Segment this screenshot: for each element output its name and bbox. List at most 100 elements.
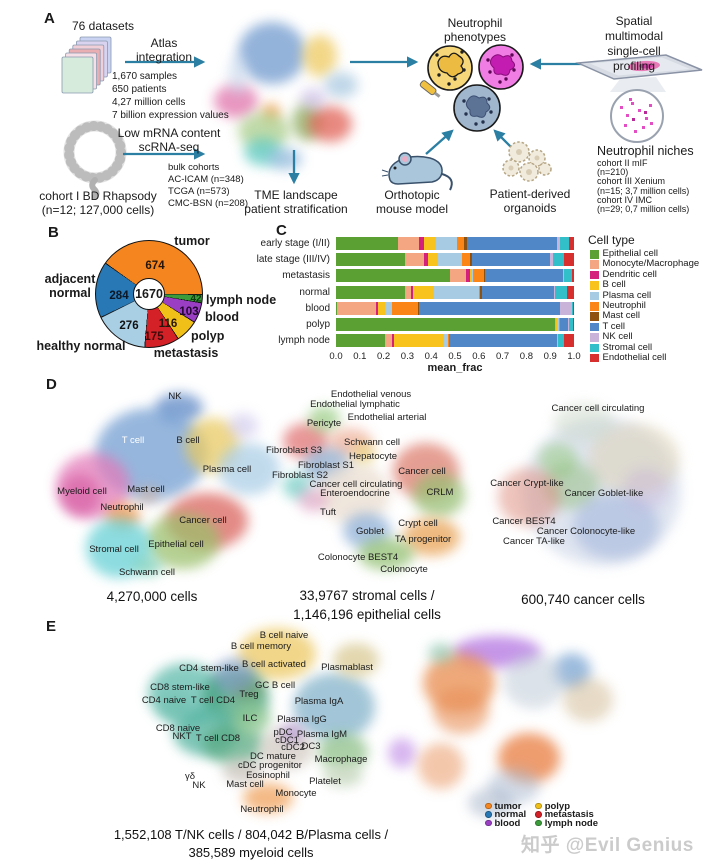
tissue-legend-dot — [485, 811, 492, 818]
bar-segment — [410, 285, 414, 299]
stat-line: 1,670 samples — [112, 71, 178, 82]
cluster-blob — [60, 474, 100, 516]
panel-b-label: B — [48, 224, 59, 241]
legend-swatch — [590, 322, 599, 332]
pie-value-lymph-node: 42 — [190, 293, 202, 305]
bar-segment — [470, 269, 472, 283]
donut-total: 1670 — [135, 287, 163, 301]
legend-label: Mast cell — [602, 310, 640, 322]
cluster-blob — [243, 783, 293, 813]
bar-segment — [464, 237, 467, 250]
legend-swatch — [590, 250, 599, 259]
cluster-blob — [300, 88, 326, 110]
atlas-stats: 1,670 samples 650 patients 4,27 million … — [112, 70, 229, 122]
bar-segment — [391, 334, 395, 348]
neutrophil-pink-cell-icon — [478, 44, 524, 90]
bar-segment — [336, 334, 385, 348]
legend-item: Plasma cell — [590, 289, 699, 301]
cohort1-label: cohort I BD Rhapsody (n=12; 127,000 cell… — [39, 189, 157, 217]
legend-item: Stromal cell — [590, 342, 699, 353]
bar-segment — [405, 253, 425, 267]
bar-segment — [558, 334, 565, 348]
legend-label: Plasma cell — [602, 289, 652, 301]
x-tick-label: 0.7 — [495, 351, 510, 362]
legend-swatch — [590, 333, 599, 342]
x-tick-label: 0.4 — [424, 351, 438, 362]
mouse-model-label: Orthotopic mouse model — [375, 188, 449, 216]
legend-swatch — [590, 260, 599, 269]
x-tick-label: 0.8 — [519, 351, 533, 362]
legend-label: Epithelial cell — [602, 248, 658, 259]
bar-segment — [559, 237, 570, 250]
bar-segment — [559, 317, 569, 331]
tissue-legend-dot — [535, 802, 542, 810]
x-axis-title: mean_frac — [427, 362, 483, 374]
legend-swatch — [590, 312, 599, 321]
pie-label-polyp: polyp — [191, 329, 225, 343]
tissue-slide-icon — [575, 54, 703, 80]
bar-segment — [391, 301, 419, 315]
niche-cohort-line: (n=15; 3,7 million cells) — [597, 185, 690, 196]
cluster-blob — [413, 473, 465, 517]
bar-segment — [554, 317, 557, 331]
tissue-legend-label: metastasis — [544, 809, 594, 820]
legend-label: Endothelial cell — [602, 351, 667, 363]
pie-value-blood: 103 — [179, 306, 199, 318]
umap-cancer-caption: 600,740 cancer cells — [521, 592, 645, 607]
pie-label-blood: blood — [205, 310, 240, 324]
bar-segment — [552, 253, 565, 267]
cluster-blob — [418, 743, 464, 789]
bar-segment — [564, 253, 574, 267]
bulk-cohorts: bulk cohorts AC-ICAM (n=348) TCGA (n=573… — [168, 162, 248, 210]
bar-segment — [427, 253, 439, 267]
cluster-blob — [623, 468, 669, 510]
x-axis-ticks: 0.0 0.1 0.2 0.3 0.4 0.5 0.6 0.7 0.8 0.9 1.0 — [329, 351, 580, 362]
cluster-blob — [324, 72, 358, 98]
cluster-blob — [428, 643, 454, 663]
cluster-blob — [308, 406, 340, 432]
pie-value-healthy-normal: 276 — [119, 320, 139, 332]
legend-item: Epithelial cell — [590, 248, 699, 259]
bulk-cohort-line: AC-ICAM (n=348) — [168, 174, 244, 185]
niches-cohorts: cohort II mIF (n=210) cohort III Xenium … — [597, 158, 690, 214]
cluster-blob — [293, 673, 375, 741]
umap-immune-caption: 1,552,108 T/NK cells / 804,042 B/Plasma … — [113, 827, 389, 860]
bar-segment — [471, 269, 473, 283]
bar-segment — [484, 269, 564, 283]
pie-value-adjacent-normal: 284 — [109, 290, 129, 302]
bar-segment — [336, 253, 406, 267]
bar-segment — [419, 237, 425, 250]
cluster-blob — [503, 653, 565, 709]
cell-type-legend-title: Cell type — [588, 233, 635, 247]
cluster-blob — [323, 763, 363, 787]
bar-segment — [557, 334, 559, 348]
bar-segment — [377, 301, 385, 315]
panel-c-label: C — [276, 222, 287, 239]
legend-swatch — [590, 343, 599, 353]
atlas-integration-label: Atlas integration — [135, 36, 193, 64]
cluster-blob — [280, 723, 304, 743]
legend-item: B cell — [590, 280, 699, 290]
cluster-blob — [573, 493, 659, 559]
pie-value-polyp: 116 — [158, 318, 178, 330]
x-tick-label: 0.5 — [448, 351, 462, 362]
bar-segment — [571, 269, 574, 283]
pie-label-lymph-node: lymph node — [206, 293, 277, 307]
cluster-blob — [333, 643, 379, 677]
bar-segment — [559, 301, 572, 315]
tissue-legend-dot — [535, 819, 542, 827]
bar-segment — [557, 237, 560, 250]
tissue-legend-label: polyp — [544, 800, 571, 812]
bar-segment — [336, 285, 406, 299]
low-mrna-label: Low mRNA content scRNA-seq — [117, 126, 221, 154]
stacked-bar-row: blood — [306, 301, 574, 315]
bar-segment — [557, 317, 559, 331]
niche-cohort-line: cohort III Xenium — [597, 176, 666, 187]
tme-landscape-label: TME landscape patient stratification — [244, 188, 348, 216]
bar-segment — [336, 269, 451, 283]
cluster-blob — [433, 688, 489, 734]
colon-icon — [63, 120, 127, 200]
bar-segment — [568, 317, 570, 331]
